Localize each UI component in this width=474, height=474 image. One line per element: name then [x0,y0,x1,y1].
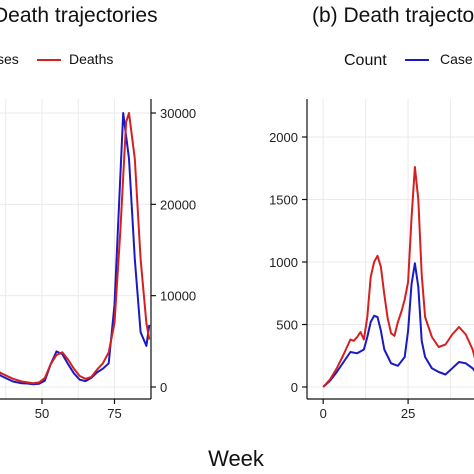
panel-a-gridlines [0,99,152,399]
y-tick-label: 30000 [160,106,196,121]
panel-b-series [322,166,474,388]
y-tick-label: 0 [160,380,167,395]
y-tick-label: 10000 [160,289,196,304]
panel-a-title: Death trajectories [0,4,158,27]
x-tick-label: 0 [320,406,327,421]
panel-b-legend-cases-label: Case [440,51,473,67]
y-tick-label: 500 [276,318,298,333]
panel-b: 0 25 0 500 1000 1500 2000 (b) Death trajector… [269,4,474,421]
panel-b-left-y-ticks: 0 500 1000 1500 2000 [269,130,307,395]
series-line-deaths [322,166,474,388]
x-axis-title: Week [208,446,265,471]
panel-b-gridlines [307,99,474,399]
panel-a-x-ticks: 50 75 [35,399,122,421]
panel-b-x-ticks: 0 25 [320,399,415,421]
panel-a: 50 75 0 10000 20000 30000 Death trajectories… [0,4,196,421]
panel-a-legend-cases-label: ses [0,51,19,67]
x-tick-label: 50 [35,406,49,421]
panel-b-legend-title: Count [344,52,387,69]
series-line-cases [322,262,474,388]
panel-b-title: (b) Death trajectorie [312,4,474,27]
y-tick-label: 1000 [269,255,298,270]
series-line-deaths [0,112,151,385]
series-line-cases [0,112,151,386]
y-tick-label: 0 [291,380,298,395]
y-tick-label: 2000 [269,130,298,145]
panel-a-right-y-ticks: 0 10000 20000 30000 [151,106,196,395]
x-tick-label: 25 [401,406,415,421]
y-tick-label: 1500 [269,193,298,208]
panel-a-legend-deaths-label: Deaths [69,51,113,67]
y-tick-label: 20000 [160,197,196,212]
x-tick-label: 75 [107,406,121,421]
panel-a-series [0,112,151,386]
